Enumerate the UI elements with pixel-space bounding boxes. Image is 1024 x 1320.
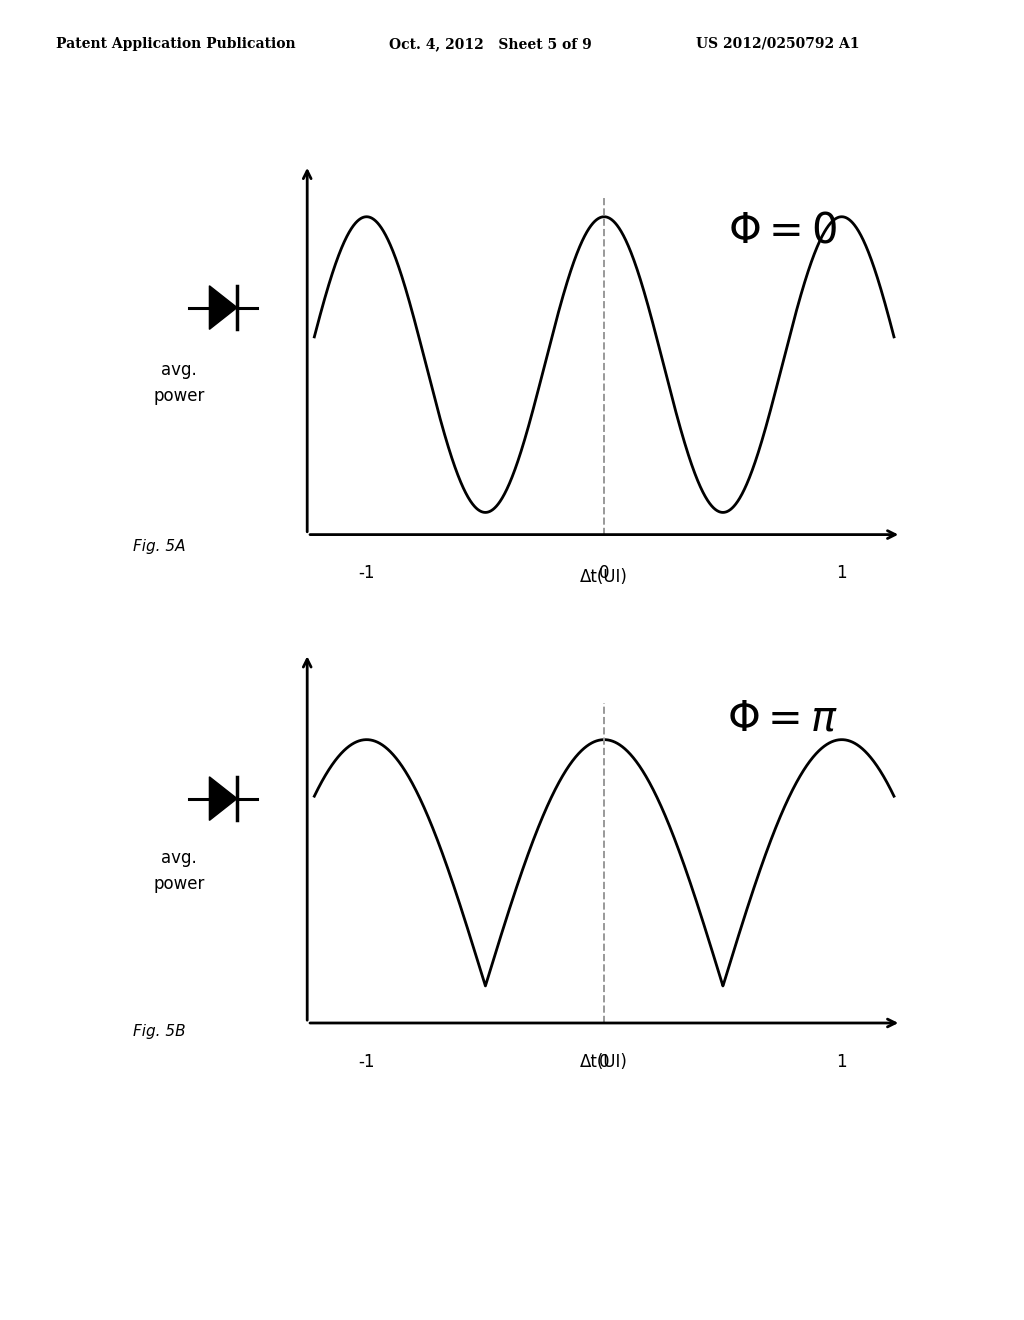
Text: Fig. 5A: Fig. 5A <box>133 539 185 553</box>
Text: Δt(UI): Δt(UI) <box>581 568 628 586</box>
Text: US 2012/0250792 A1: US 2012/0250792 A1 <box>696 37 860 51</box>
Text: avg.: avg. <box>162 360 197 379</box>
Text: -1: -1 <box>358 1052 375 1071</box>
Text: $\mathit{\Phi = \pi}$: $\mathit{\Phi = \pi}$ <box>727 698 838 739</box>
Text: 0: 0 <box>599 564 609 582</box>
Text: power: power <box>154 875 205 894</box>
Text: -1: -1 <box>358 564 375 582</box>
Text: 0: 0 <box>599 1052 609 1071</box>
Text: 1: 1 <box>837 564 847 582</box>
Text: Fig. 5B: Fig. 5B <box>133 1024 185 1039</box>
Text: avg.: avg. <box>162 849 197 867</box>
Text: power: power <box>154 387 205 405</box>
Text: Patent Application Publication: Patent Application Publication <box>56 37 296 51</box>
Text: $\mathit{\Phi = 0}$: $\mathit{\Phi = 0}$ <box>727 210 838 251</box>
Text: 1: 1 <box>837 1052 847 1071</box>
Text: Δt(UI): Δt(UI) <box>581 1053 628 1072</box>
Text: Oct. 4, 2012   Sheet 5 of 9: Oct. 4, 2012 Sheet 5 of 9 <box>389 37 592 51</box>
